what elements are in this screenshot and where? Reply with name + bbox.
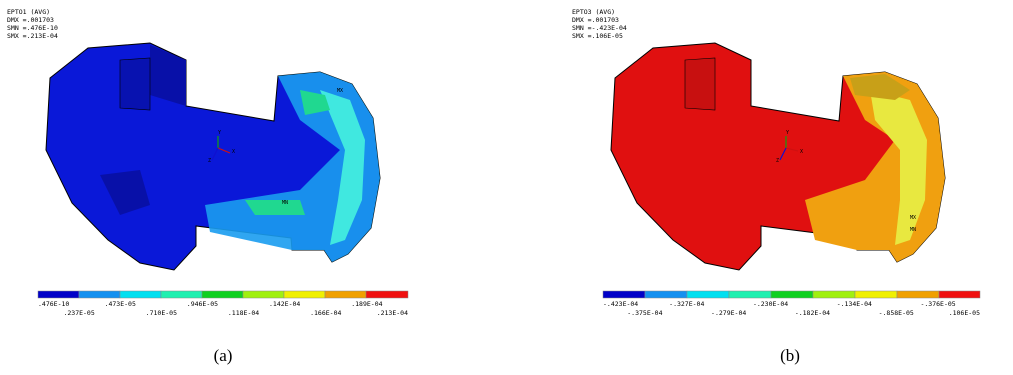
legend-bar-a: [38, 291, 408, 298]
triad-label: Y: [218, 130, 221, 136]
header-line: EPTO1 (AVG): [7, 8, 50, 16]
legend-label: -.279E-04: [711, 309, 746, 317]
legend-label: .237E-05: [63, 309, 94, 317]
legend-label: .166E-04: [310, 309, 341, 317]
legend-label: .476E-10: [38, 300, 69, 308]
legend-label: .473E-05: [105, 300, 136, 308]
header-line: SMN =-.423E-04: [572, 24, 627, 32]
header-line: SMX =.213E-04: [7, 32, 58, 40]
figure: EPTO1 (AVG)DMX =.001703SMN =.476E-10SMX …: [0, 0, 1013, 375]
legend-label: .106E-05: [949, 309, 980, 317]
header-line: DMX =.001703: [7, 16, 54, 24]
header-line: SMX =.106E-05: [572, 32, 623, 40]
legend-label: .710E-05: [146, 309, 177, 317]
triad-label: X: [232, 149, 235, 155]
caption: (a): [214, 346, 233, 365]
legend-label: -.182E-04: [795, 309, 830, 317]
triad-label: Z: [776, 158, 779, 164]
legend-label: .213E-04: [377, 309, 408, 317]
triad-label: Y: [786, 130, 789, 136]
triad-label: Z: [208, 158, 211, 164]
legend-label: -.375E-04: [627, 309, 662, 317]
header-line: EPTO3 (AVG): [572, 8, 615, 16]
legend-label: .189E-04: [351, 300, 382, 308]
legend-label: -.134E-04: [837, 300, 872, 308]
header-line: SMN =.476E-10: [7, 24, 58, 32]
legend-label: -.230E-04: [753, 300, 788, 308]
legend-label: .142E-04: [269, 300, 300, 308]
header-line: DMX =.001703: [572, 16, 619, 24]
legend-label: -.423E-04: [603, 300, 638, 308]
model-a: [46, 43, 380, 270]
min-marker: MN: [910, 227, 916, 233]
caption: (b): [780, 346, 800, 365]
min-marker: MN: [282, 200, 288, 206]
legend-label: .946E-05: [187, 300, 218, 308]
legend-label: -.858E-05: [879, 309, 914, 317]
max-marker: MX: [337, 88, 343, 94]
legend-label: .118E-04: [228, 309, 259, 317]
legend-label: -.327E-04: [669, 300, 704, 308]
model-b: [611, 43, 945, 270]
legend-label: -.376E-05: [920, 300, 955, 308]
max-marker: MX: [910, 215, 916, 221]
triad-label: X: [800, 149, 803, 155]
legend-bar-b: [603, 291, 980, 298]
